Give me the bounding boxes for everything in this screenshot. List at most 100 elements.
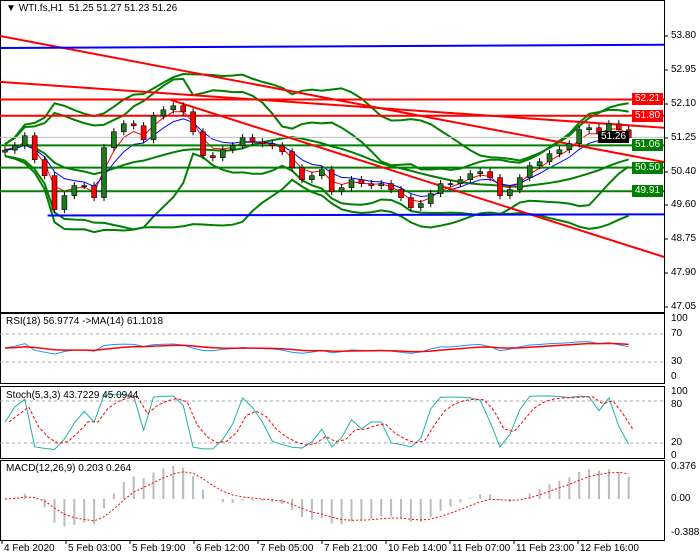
candle-body [21,135,28,147]
bollinger-middle [4,136,629,188]
candle-body [61,195,68,210]
candle-body [2,149,8,153]
panel-frame-0 [0,0,665,313]
candle-body [180,105,186,113]
candle-body [338,187,345,192]
macd-signal-line [4,471,629,522]
time-tick-label: 5 Feb 19:00 [132,543,186,554]
price-tick-label: 49.60 [671,199,697,210]
symbol-label: WTI.fs,H1 [18,3,64,14]
candle-body [81,185,87,187]
panel-frame-3 [0,460,665,541]
candle-body [101,147,107,198]
rsi-tick-label: 30 [671,356,683,367]
time-tick-label: 11 Feb 07:00 [452,543,511,554]
time-tick-label: 10 Feb 14:00 [388,543,447,554]
rsi-title: RSI(18) 56.9774 ->MA(14) 61.1018 [6,316,164,327]
candle-body [516,177,523,190]
stoch-signal-line [8,396,634,446]
bollinger-upper-1 [4,73,629,162]
bollinger-lower-0 [4,152,630,231]
price-tick-label: 48.75 [671,233,697,244]
time-tick-label: 11 Feb 23:00 [516,543,575,554]
candle-body [51,175,58,210]
stoch-tick-label: 0 [671,450,677,461]
candle-body [398,189,404,198]
candle-body [556,149,563,155]
candle-body [378,183,385,186]
stoch-title: Stoch(5,3,3) 43.7229 45.0944 [6,390,139,401]
candle-body [467,173,474,180]
price-tick-label: 47.05 [671,301,697,312]
panel-frame-1 [0,313,665,384]
price-tick-label: 53.80 [671,30,697,41]
candle-body [200,131,206,156]
candle-body [566,143,573,151]
rsi-tick-label: 0 [671,371,677,382]
trendline-blue [47,213,665,217]
candle-body [140,125,147,141]
time-tick-label: 4 Feb 2020 [4,543,55,554]
rsi-ma-line [4,342,629,353]
macd-title: MACD(12,26,9) 0.203 0.264 [6,463,132,474]
candle-body [289,151,295,168]
candle-body [170,105,177,111]
price-tick-label: 52.95 [671,64,697,75]
candle-body [536,161,543,166]
candle-body [615,123,622,131]
candle-body [437,183,444,194]
trendline-red [0,35,665,164]
candle-body [507,189,513,196]
candle-body [150,115,157,141]
candle-body [586,127,592,131]
rsi-tick-label: 70 [671,328,683,339]
level-tag-51.80: 51.80 [632,109,663,122]
stoch-tick-label: 20 [671,437,683,448]
candle-body [239,137,246,147]
candle-body [427,193,434,204]
rsi-tick-label: 100 [671,313,688,324]
candle-body [417,203,424,208]
stoch-tick-label: 80 [671,399,683,410]
candle-body [111,131,117,149]
time-tick-label: 5 Feb 03:00 [68,543,122,554]
candle-body [477,171,484,174]
candle-body [31,135,38,160]
trendline-red [170,98,665,258]
panel-frame-2 [0,386,665,459]
ma-slow-line [4,118,629,197]
candle-body [121,123,127,133]
macd-tick-label: 0.376 [671,461,697,472]
candle-body [229,145,236,151]
time-tick-label: 12 Feb 16:00 [580,543,639,554]
candle-body [160,109,167,117]
price-tick-label: 50.40 [671,166,697,177]
candle-body [546,153,553,162]
symbol-header[interactable]: ▼ WTI.fs,H1 51.25 51.27 51.23 51.26 [6,3,177,15]
candle-body [190,111,196,133]
candle-body [12,145,18,151]
current-price-tag: 51.26 [598,131,629,144]
time-tick-label: 6 Feb 12:00 [196,543,250,554]
price-tick-label: 52.10 [671,98,697,109]
candle-body [210,155,216,158]
stoch-tick-label: 100 [671,386,688,397]
time-tick-label: 7 Feb 05:00 [260,543,314,554]
level-tag-51.06: 51.06 [632,139,663,152]
candle-body [220,149,226,158]
trendline-red [0,80,665,129]
ohlc-values: 51.25 51.27 51.23 51.26 [68,3,178,14]
trendline-blue [0,43,665,49]
candle-body [299,167,305,180]
collapse-triangle-icon[interactable]: ▼ [6,3,16,14]
candle-body [576,129,583,145]
ma-fast-line [4,111,629,203]
level-tag-52.21: 52.21 [632,93,663,106]
level-tag-49.91: 49.91 [632,185,663,198]
candle-body [358,179,365,184]
time-tick-label: 7 Feb 21:00 [324,543,378,554]
bollinger-upper-0 [4,77,629,171]
candle-body [457,179,464,184]
candle-body [309,175,315,180]
